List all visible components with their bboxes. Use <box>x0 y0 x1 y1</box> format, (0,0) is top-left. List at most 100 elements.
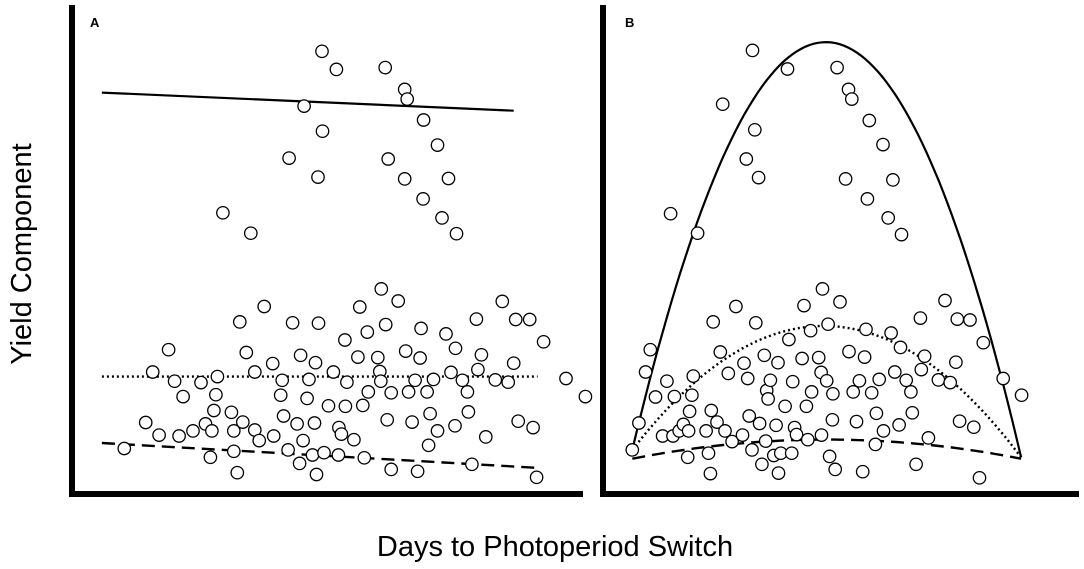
data-point <box>439 327 453 341</box>
data-point <box>859 322 873 337</box>
data-point <box>397 172 412 186</box>
data-point <box>763 373 778 388</box>
data-point <box>405 415 419 429</box>
data-point <box>423 406 437 421</box>
data-point <box>842 344 856 359</box>
fit-line-dashed <box>632 438 1022 460</box>
data-point <box>373 374 388 389</box>
data-point <box>632 416 646 430</box>
data-point <box>729 299 743 314</box>
data-point <box>167 374 182 389</box>
data-point <box>401 385 416 399</box>
data-point <box>416 113 431 127</box>
data-point <box>384 462 399 477</box>
data-point <box>347 432 361 447</box>
data-point <box>706 315 721 329</box>
data-point <box>757 348 772 363</box>
data-point <box>522 312 537 327</box>
data-point <box>305 448 320 462</box>
data-point <box>682 404 697 419</box>
data-point <box>771 355 785 370</box>
data-point <box>352 300 367 314</box>
data-point <box>849 414 864 429</box>
data-point <box>972 470 987 485</box>
data-point <box>876 137 890 152</box>
data-point <box>686 369 701 383</box>
fit-line-solid <box>631 40 1023 458</box>
data-point <box>152 428 166 442</box>
data-point <box>963 313 977 327</box>
data-point <box>117 441 132 456</box>
data-point <box>495 294 510 309</box>
data-point <box>340 375 354 390</box>
data-point <box>400 92 415 106</box>
data-point <box>331 448 346 462</box>
y-axis-title: Yield Component <box>6 143 38 364</box>
data-point <box>852 373 867 388</box>
data-point <box>448 341 463 356</box>
data-point <box>297 99 311 113</box>
data-point <box>355 398 370 413</box>
data-point <box>252 433 267 448</box>
data-point <box>536 334 551 349</box>
data-point <box>435 211 449 225</box>
data-point <box>247 365 262 379</box>
data-point <box>721 366 736 381</box>
data-point <box>461 405 476 419</box>
data-point <box>460 385 475 399</box>
data-point <box>474 347 489 362</box>
data-point <box>410 464 425 479</box>
data-point <box>265 356 280 371</box>
data-point <box>814 428 829 442</box>
data-point <box>745 43 760 58</box>
data-point <box>257 299 272 314</box>
data-point <box>138 415 153 430</box>
data-point <box>315 44 329 59</box>
data-point <box>755 457 769 472</box>
data-point <box>430 424 445 438</box>
data-point <box>378 317 393 332</box>
panel-b-label: B <box>625 15 634 30</box>
data-point <box>904 385 918 399</box>
data-point <box>239 345 254 360</box>
panel-b-axes <box>600 5 1079 497</box>
data-point <box>855 464 870 479</box>
data-point <box>735 428 750 442</box>
data-point <box>311 316 326 331</box>
data-point <box>725 434 739 449</box>
data-point <box>488 373 503 387</box>
data-point <box>715 97 730 112</box>
data-point <box>952 414 967 429</box>
data-point <box>194 375 208 390</box>
data-point <box>943 375 958 390</box>
data-point <box>426 372 441 387</box>
data-point <box>643 342 658 357</box>
data-point <box>718 424 732 438</box>
data-point <box>864 385 879 400</box>
data-point <box>828 462 843 477</box>
data-point <box>172 429 186 443</box>
data-point <box>966 420 981 435</box>
data-point <box>747 122 762 137</box>
data-point <box>384 385 399 400</box>
data-point <box>680 450 695 465</box>
data-point <box>819 373 834 388</box>
data-point <box>921 431 936 445</box>
data-point <box>913 311 928 325</box>
data-point <box>703 466 718 481</box>
data-point <box>737 356 751 371</box>
x-axis-title: Days to Photoperiod Switch <box>377 531 733 563</box>
data-point <box>311 170 325 184</box>
data-point <box>300 391 314 406</box>
data-point <box>420 385 434 399</box>
data-point <box>321 398 336 413</box>
data-point <box>381 152 396 166</box>
data-point <box>282 151 296 165</box>
data-point <box>917 349 932 364</box>
data-point <box>309 467 324 482</box>
data-point <box>949 355 963 370</box>
data-point <box>338 333 352 347</box>
data-point <box>455 373 470 388</box>
data-point <box>414 321 428 336</box>
